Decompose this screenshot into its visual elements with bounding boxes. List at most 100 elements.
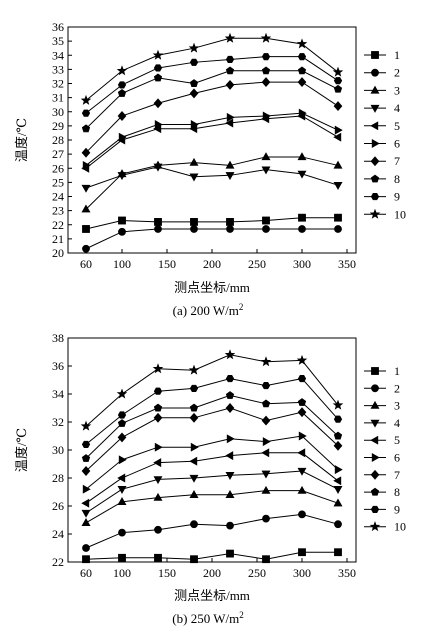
legend-marker [370,487,380,496]
data-point [226,225,234,233]
data-point [262,514,270,523]
data-point [189,157,199,166]
data-point [225,172,235,181]
data-point [261,448,270,458]
series-1 [82,213,342,233]
legend-label: 8 [394,485,400,499]
data-point [117,89,127,97]
legend-item-4: 4 [364,101,400,115]
legend-label: 2 [394,381,400,395]
series-6 [82,431,343,494]
data-point [82,484,91,494]
data-point [298,108,307,118]
legend-label: 4 [394,416,400,430]
data-point [262,555,270,564]
data-point [297,485,307,494]
data-point [298,431,307,441]
legend-item-7: 7 [364,468,400,482]
data-point [81,518,91,526]
series-line [85,112,339,166]
series-line [85,378,339,445]
data-point [154,218,162,226]
data-point [190,520,198,529]
series-line [85,452,339,504]
legend-item-5: 5 [364,119,400,133]
legend-label: 8 [394,172,400,186]
y-tick-label: 35 [52,34,64,48]
x-axis-title: 测点坐标/mm [174,588,250,603]
data-point [297,53,307,61]
data-point [118,132,127,142]
data-point [153,403,163,412]
series-line [85,407,339,472]
y-tick-label: 23 [52,204,64,218]
data-point [189,88,199,99]
legend-item-10: 10 [364,520,406,534]
data-point [81,440,91,448]
x-tick-label: 100 [113,257,131,271]
legend-item-7: 7 [364,154,400,168]
data-point [189,490,199,498]
data-point [262,225,270,233]
series-line [85,37,339,101]
data-point [333,415,343,423]
data-point [189,79,199,87]
data-point [116,388,128,399]
legend-label: 6 [394,137,400,151]
plot-frame [67,337,357,563]
data-point [154,225,162,233]
x-tick-label: 250 [248,257,266,271]
series-line [85,551,338,560]
data-point [82,244,90,253]
data-point [224,349,236,360]
legend-marker [371,68,379,77]
legend-marker [371,139,380,148]
legend-label: 4 [394,101,400,115]
series-2 [82,225,342,253]
data-point [225,55,235,64]
data-point [297,448,306,458]
legend-item-6: 6 [364,451,400,465]
legend-label: 9 [394,502,400,516]
x-axis-title: 测点坐标/mm [174,280,250,295]
data-point [118,553,126,562]
y-tick-label: 30 [52,105,64,119]
y-tick-label: 34 [52,48,64,62]
data-point [117,172,127,181]
legend-marker [370,400,380,409]
data-point [262,111,271,121]
legend-label: 9 [394,190,400,204]
legend-item-10: 10 [364,207,406,221]
data-point [82,225,90,233]
x-tick-label: 350 [338,257,356,271]
legend-marker [369,521,381,532]
data-point [152,363,164,374]
legend-label: 3 [394,399,400,413]
data-point [189,412,199,423]
series-1 [82,548,342,564]
data-point [333,160,343,169]
panel-caption: (b) 250 W/m2 [172,610,243,626]
data-point [225,451,234,461]
data-point [153,492,163,501]
data-point [117,486,127,494]
y-tick-label: 20 [52,246,64,260]
data-point [261,53,271,61]
data-point [226,434,235,444]
data-point [154,525,162,534]
series-2 [82,510,342,552]
series-7 [81,77,343,158]
legend-label: 7 [394,468,400,482]
legend-item-3: 3 [364,399,400,413]
x-tick-label: 150 [158,566,176,580]
y-tick-label: 24 [52,527,64,541]
data-point [118,455,127,465]
data-point [261,382,271,390]
y-tick-label: 36 [52,20,64,34]
x-tick-label: 250 [248,566,266,580]
data-point [225,490,235,498]
data-point [333,84,343,93]
y-tick-label: 28 [52,471,64,485]
legend-label: 1 [394,48,400,62]
data-point [262,216,270,225]
